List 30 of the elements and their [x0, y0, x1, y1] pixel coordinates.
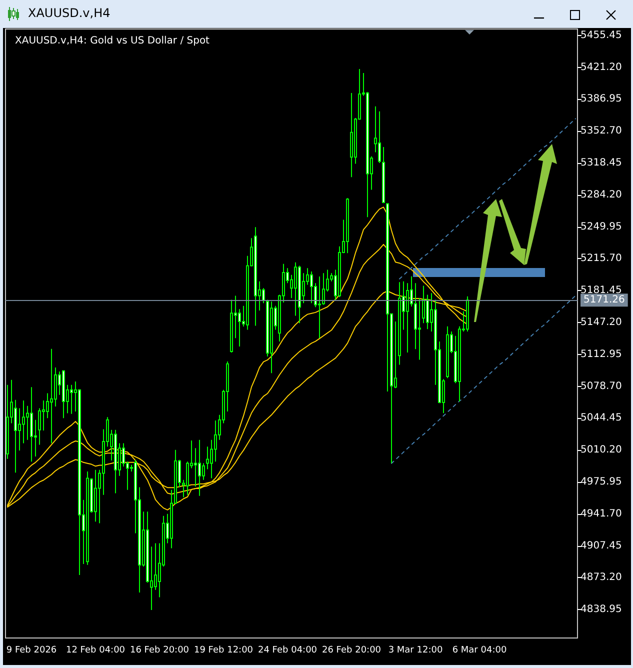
x-tick-label: 26 Feb 20:00 — [322, 646, 382, 656]
ref-line-label: 5171.26 — [584, 294, 625, 306]
chart-title: XAUUSD.v,H4 — [28, 6, 110, 20]
y-tick-label: 4907.45 — [580, 540, 622, 552]
y-tick-label: 5455.45 — [580, 30, 622, 41]
x-tick-label: 6 Mar 04:00 — [452, 646, 507, 656]
y-tick-label: 5112.95 — [580, 348, 622, 360]
y-tick-label: 5386.95 — [580, 94, 622, 105]
y-tick-label: 4838.95 — [580, 604, 622, 616]
y-tick-label: 5044.45 — [580, 412, 622, 424]
x-tick-label: 12 Feb 04:00 — [66, 646, 126, 656]
y-tick-label: 5010.20 — [580, 444, 622, 456]
x-tick-label: 24 Feb 04:00 — [258, 646, 318, 656]
y-tick-label: 5352.70 — [580, 126, 622, 137]
y-tick-label: 5181.45 — [580, 285, 622, 296]
y-tick-label: 5318.45 — [580, 157, 622, 168]
y-tick-label: 5078.70 — [580, 380, 622, 392]
text: XAUUSD.v,H4: Gold vs US Dollar / Spot — [15, 36, 210, 46]
y-tick-label: 4873.20 — [580, 572, 622, 584]
x-tick-label: 3 Mar 12:00 — [388, 646, 443, 656]
y-tick-label: 4941.70 — [580, 508, 622, 520]
y-tick-label: 5249.95 — [580, 221, 622, 232]
y-tick-label: 5215.70 — [580, 253, 622, 264]
x-tick-label: 16 Feb 20:00 — [130, 646, 190, 656]
x-tick-label: 19 Feb 12:00 — [194, 646, 254, 656]
y-tick-label: 4975.95 — [580, 476, 622, 488]
y-tick-label: 5284.20 — [580, 189, 622, 200]
y-tick-label: 5421.20 — [580, 62, 622, 73]
y-tick-label: 5147.20 — [580, 317, 622, 328]
x-tick-label: 9 Feb 2026 — [6, 646, 57, 656]
